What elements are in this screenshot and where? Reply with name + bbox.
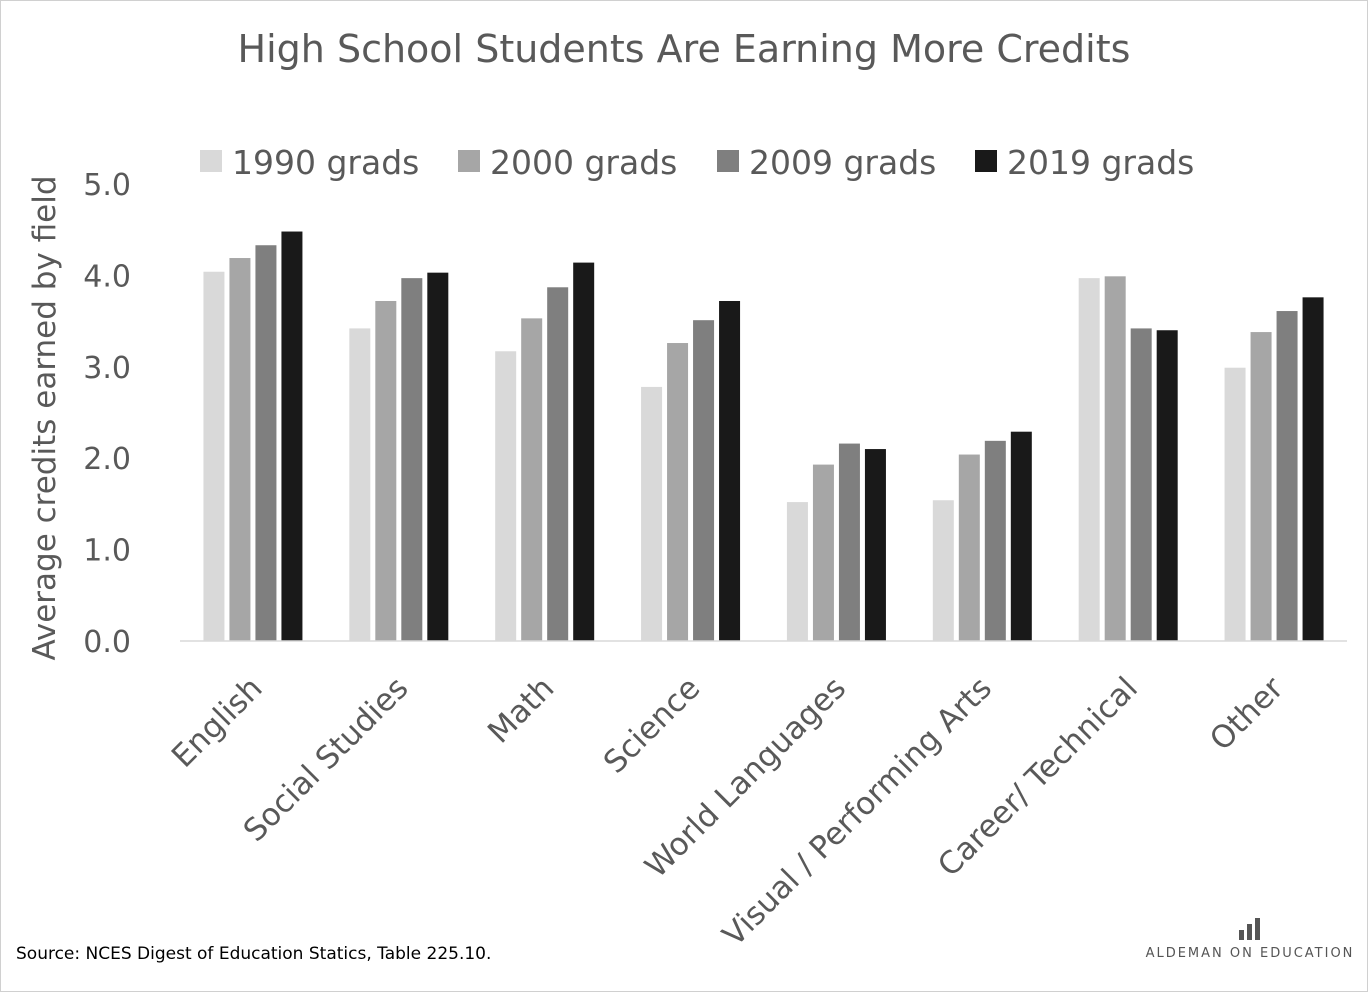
x-tick-label: Science bbox=[597, 670, 707, 780]
bar bbox=[719, 300, 741, 641]
x-tick-label: Visual / Performing Arts bbox=[716, 670, 999, 953]
y-tick-label: 0.0 bbox=[83, 625, 131, 660]
legend-label: 2009 grads bbox=[749, 143, 936, 182]
bar bbox=[838, 443, 860, 641]
legend-swatch bbox=[200, 150, 222, 172]
bar bbox=[786, 502, 808, 641]
y-axis: 0.0 1.0 2.0 3.0 4.0 5.0 bbox=[83, 168, 131, 660]
legend-swatch bbox=[975, 150, 997, 172]
bar bbox=[641, 386, 663, 641]
bar bbox=[1010, 431, 1032, 641]
legend-swatch bbox=[717, 150, 739, 172]
bar bbox=[1224, 367, 1246, 641]
bar bbox=[401, 278, 423, 641]
legend-swatch bbox=[458, 150, 480, 172]
legend-label: 2000 grads bbox=[490, 143, 677, 182]
legend: 1990 grads 2000 grads 2009 grads 2019 grads bbox=[200, 143, 1194, 182]
bar bbox=[1078, 278, 1100, 641]
bar bbox=[1302, 297, 1324, 641]
y-axis-label: Average credits earned by field bbox=[27, 175, 63, 660]
chart-title: High School Students Are Earning More Cr… bbox=[238, 27, 1131, 71]
bar bbox=[812, 464, 834, 641]
x-tick-label: English bbox=[165, 670, 270, 775]
x-tick-label: Other bbox=[1203, 670, 1291, 758]
bar bbox=[1250, 332, 1272, 641]
x-tick-label: Math bbox=[481, 670, 561, 750]
y-tick-label: 2.0 bbox=[83, 442, 131, 477]
brand-name: ALDEMAN ON EDUCATION bbox=[1145, 946, 1355, 961]
y-tick-label: 1.0 bbox=[83, 534, 131, 569]
bar bbox=[1276, 311, 1298, 641]
bar bbox=[375, 300, 397, 641]
bar bbox=[1156, 330, 1178, 641]
bar bbox=[932, 500, 954, 641]
bar bbox=[349, 328, 371, 641]
y-tick-label: 4.0 bbox=[83, 259, 131, 294]
bar bbox=[1104, 276, 1126, 641]
bar-chart-icon bbox=[1239, 918, 1260, 940]
y-tick-label: 5.0 bbox=[83, 168, 131, 203]
source-note: Source: NCES Digest of Education Statics… bbox=[16, 944, 492, 964]
bar bbox=[203, 271, 225, 641]
bar bbox=[958, 454, 980, 641]
bar bbox=[667, 343, 689, 641]
bar bbox=[427, 272, 449, 641]
bar bbox=[573, 262, 595, 641]
legend-label: 1990 grads bbox=[232, 143, 419, 182]
bar bbox=[1130, 328, 1152, 641]
bar bbox=[984, 440, 1006, 641]
legend-label: 2019 grads bbox=[1007, 143, 1194, 182]
bar bbox=[495, 351, 517, 641]
bar bbox=[547, 287, 569, 641]
bar bbox=[864, 449, 886, 641]
brand-logo: ALDEMAN ON EDUCATION bbox=[1140, 918, 1360, 961]
y-tick-label: 3.0 bbox=[83, 351, 131, 386]
bar bbox=[693, 320, 715, 641]
bar bbox=[281, 231, 303, 641]
bar bbox=[521, 318, 543, 641]
bar bbox=[255, 245, 277, 641]
bars bbox=[203, 231, 1324, 641]
bar bbox=[229, 258, 251, 641]
